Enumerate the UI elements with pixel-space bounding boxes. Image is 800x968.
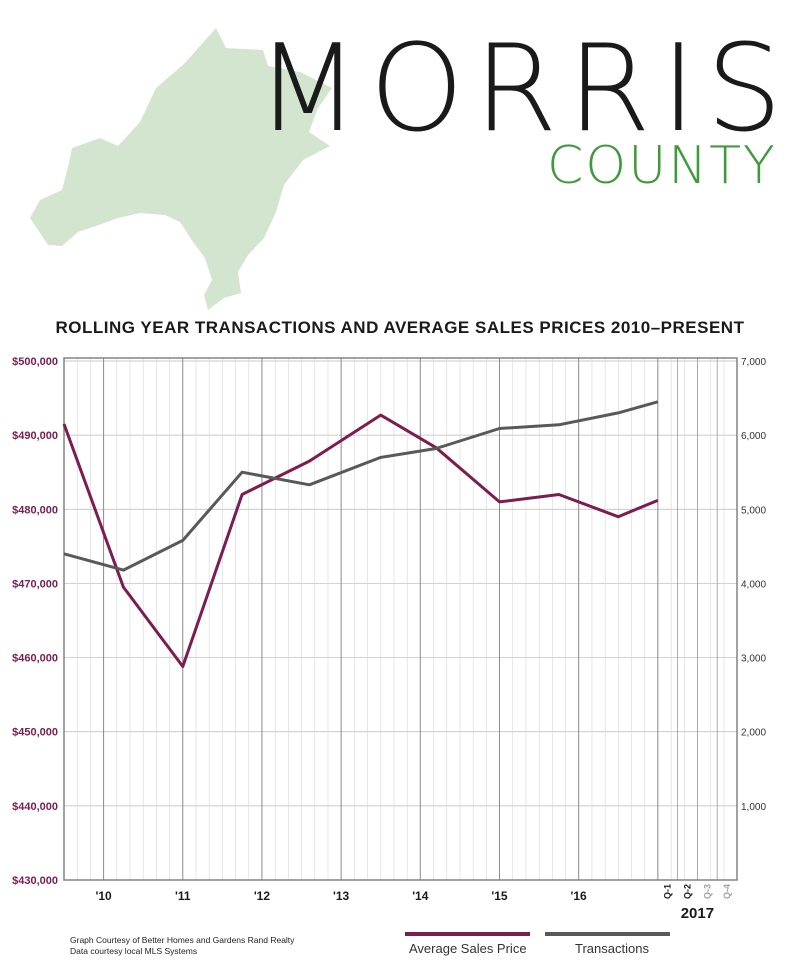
x-quarter-tick-label: Q-4: [722, 884, 732, 899]
x-tick-label: '16: [571, 889, 588, 903]
series-lines: [62, 400, 659, 668]
x-tick-labels: '10 '11 '12 '13 '14 '15 '16 Q-1 Q-2 Q-3 Q-4 2017: [95, 884, 732, 922]
legend-label-average-sales-price: Average Sales Price: [409, 941, 527, 956]
x-quarter-tick-label: Q-1: [663, 884, 673, 899]
x-tick-label: '11: [175, 889, 191, 903]
x-tick-label: '12: [254, 889, 271, 903]
page-title-county: COUNTY: [547, 136, 777, 196]
county-map-fill: [30, 28, 332, 310]
x-tick-label: '13: [333, 889, 350, 903]
legend-item-transactions: Transactions: [545, 932, 675, 958]
series-line-transactions: [63, 400, 659, 572]
chart-title: ROLLING YEAR TRANSACTIONS AND AVERAGE SA…: [55, 318, 745, 337]
y-left-tick-label: $440,000: [12, 801, 58, 813]
y-right-tick-label: 6,000: [741, 431, 766, 442]
y-right-tick-labels: 7,000 6,000 5,000 4,000 3,000 2,000 1,000: [741, 357, 766, 813]
legend-swatch-transactions: [545, 932, 670, 936]
y-right-tick-label: 1,000: [741, 802, 766, 813]
y-left-tick-label: $500,000: [12, 356, 58, 368]
x-year-label-2017: 2017: [681, 905, 714, 922]
y-left-tick-label: $490,000: [12, 430, 58, 442]
x-quarter-tick-label: Q-3: [702, 884, 712, 899]
y-left-tick-labels: $500,000 $490,000 $480,000 $470,000 $460,000…: [12, 356, 58, 887]
y-right-tick-label: 5,000: [741, 505, 766, 516]
y-right-tick-label: 3,000: [741, 654, 766, 665]
credit-line-2: Data courtesy local MLS Systems: [70, 946, 198, 956]
legend-swatch-average-sales-price: [405, 932, 530, 936]
x-quarter-tick-label: Q-2: [683, 884, 693, 899]
grid-lines: [63, 358, 738, 881]
y-left-tick-label: $460,000: [12, 653, 58, 665]
plot-frame: [63, 357, 738, 881]
county-map-shape: [30, 28, 332, 310]
series-line-average-sales-price: [62, 413, 659, 668]
y-left-tick-label: $470,000: [12, 578, 58, 590]
chart-credit: Graph Courtesy of Better Homes and Garde…: [70, 935, 294, 957]
plot-border: [63, 357, 738, 881]
y-left-tick-label: $450,000: [12, 727, 58, 739]
legend-item-average-sales-price: Average Sales Price: [405, 932, 535, 958]
y-right-tick-label: 2,000: [741, 728, 766, 739]
line-chart: $500,000 $490,000 $480,000 $470,000 $460,000…: [12, 356, 766, 922]
y-right-tick-label: 4,000: [741, 579, 766, 590]
x-tick-label: '10: [95, 889, 112, 903]
credit-line-1: Graph Courtesy of Better Homes and Garde…: [70, 935, 295, 945]
x-tick-label: '14: [412, 889, 429, 903]
page-title-morris: MORRIS: [256, 20, 793, 159]
x-tick-label: '15: [491, 889, 508, 903]
y-left-tick-label: $480,000: [12, 504, 58, 516]
y-left-tick-label: $430,000: [12, 875, 58, 887]
legend-label-transactions: Transactions: [575, 941, 649, 956]
y-right-tick-label: 7,000: [741, 357, 766, 368]
